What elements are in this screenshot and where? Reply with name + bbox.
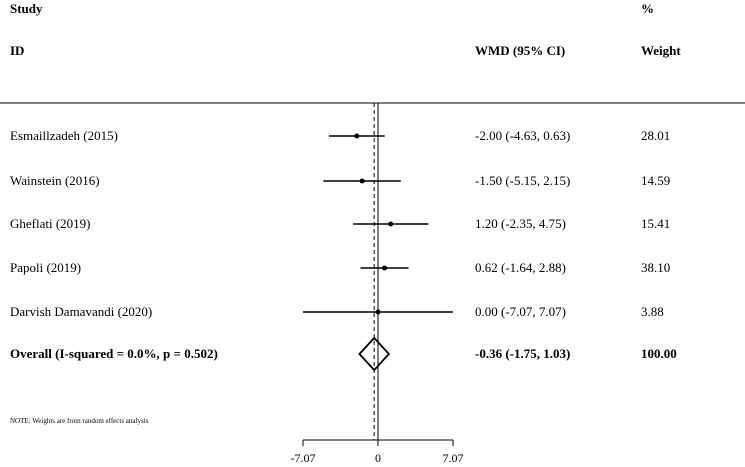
x-tick-label: -7.07 bbox=[291, 451, 316, 465]
study-ci: -1.50 (-5.15, 2.15) bbox=[475, 173, 571, 188]
study-ci: 0.62 (-1.64, 2.88) bbox=[475, 260, 566, 275]
study-label: Darvish Damavandi (2020) bbox=[10, 304, 153, 319]
study-weight: 38.10 bbox=[641, 260, 671, 275]
study-ci: -2.00 (-4.63, 0.63) bbox=[475, 128, 571, 143]
point-estimate bbox=[382, 265, 388, 271]
point-estimate bbox=[354, 133, 360, 139]
study-ci: 0.00 (-7.07, 7.07) bbox=[475, 304, 566, 319]
study-weight: 3.88 bbox=[641, 304, 664, 319]
study-weight: 15.41 bbox=[641, 216, 671, 231]
study-label: Gheflati (2019) bbox=[10, 216, 91, 231]
study-label: Papoli (2019) bbox=[10, 260, 82, 275]
point-estimate bbox=[388, 221, 394, 227]
study-weight: 14.59 bbox=[641, 173, 671, 188]
header-weight: Weight bbox=[641, 43, 681, 58]
overall-diamond bbox=[358, 336, 391, 372]
point-estimate bbox=[359, 178, 365, 184]
study-label: Wainstein (2016) bbox=[10, 173, 100, 188]
x-tick-label: 0 bbox=[375, 451, 381, 465]
overall-ci: -0.36 (-1.75, 1.03) bbox=[475, 346, 571, 361]
header-study: Study bbox=[10, 1, 43, 16]
header-effect: WMD (95% CI) bbox=[475, 43, 566, 58]
header-percent: % bbox=[641, 1, 654, 16]
x-tick-label: 7.07 bbox=[443, 451, 464, 465]
footnote: NOTE: Weights are from random effects an… bbox=[10, 417, 149, 425]
header-id: ID bbox=[10, 43, 25, 58]
study-weight: 28.01 bbox=[641, 128, 671, 143]
study-label: Esmaillzadeh (2015) bbox=[10, 128, 118, 143]
study-ci: 1.20 (-2.35, 4.75) bbox=[475, 216, 566, 231]
overall-weight: 100.00 bbox=[641, 346, 677, 361]
overall-label: Overall (I-squared = 0.0%, p = 0.502) bbox=[10, 346, 218, 361]
point-estimate bbox=[375, 309, 381, 315]
